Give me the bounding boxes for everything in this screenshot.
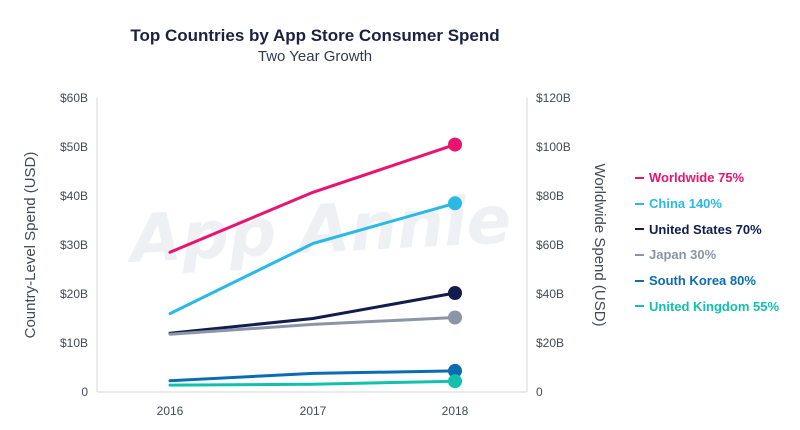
y-tick-label-left: $30B [60,238,88,252]
series-line [168,369,457,383]
y-tick-label-right: $80B [536,189,564,203]
legend-item: United States 70% [635,216,779,242]
legend-label: South Korea 80% [649,273,756,289]
legend-swatch [635,279,644,282]
y-tick-label-left: $60B [60,91,88,105]
left-axis-ticks: 0 $10B $20B $30B $40B $50B $60B [60,91,88,399]
left-axis-title: Country-Level Spend (USD) [22,152,39,339]
series-group [168,137,462,389]
y-tick-label-left: $40B [60,189,88,203]
right-axis-title: Worldwide Spend (USD) [591,163,608,326]
legend-label: China 140% [649,196,722,212]
legend-swatch [635,176,644,179]
y-tick-label-right: $20B [536,336,564,350]
legend-item: Worldwide 75% [635,165,779,191]
series-end-marker [448,310,462,325]
legend-label: United Kingdom 55% [649,298,780,314]
legend-item: China 140% [635,191,779,217]
series-end-marker [448,286,462,300]
legend-item: United Kingdom 55% [635,293,779,319]
y-tick-label-left: $10B [60,336,88,350]
series-line [168,143,457,254]
legend-swatch [635,253,644,256]
y-tick-label-right: $40B [536,287,564,301]
x-tick-label: 2018 [442,404,469,418]
legend-swatch [635,202,644,205]
y-tick-label-left: 0 [81,385,88,399]
y-tick-label-right: $100B [536,140,571,154]
legend-swatch [635,305,644,308]
legend-label: United States 70% [649,221,762,237]
series-line [168,201,457,316]
y-tick-label-right: $60B [536,238,564,252]
series-line [168,316,457,336]
legend-item: Japan 30% [635,242,779,268]
x-tick-label: 2017 [300,404,327,418]
legend-label: Japan 30% [649,247,717,263]
series-line [168,379,457,387]
series-end-marker [448,196,462,211]
y-tick-label-right: 0 [536,385,543,399]
chart-title: Top Countries by App Store Consumer Spen… [130,26,500,45]
chart-subtitle: Two Year Growth [257,48,373,65]
series-end-marker [448,137,462,152]
legend-item: South Korea 80% [635,268,779,294]
x-tick-label: 2016 [157,404,184,418]
watermark-text: App Annie [124,181,513,278]
series-end-marker [448,374,462,389]
y-tick-label-left: $50B [60,140,88,154]
right-axis-ticks: 0 $20B $40B $60B $80B $100B $120B [536,91,571,399]
x-axis-ticks: 2016 2017 2018 [157,404,469,418]
legend: Worldwide 75% China 140% United States 70%… [635,165,779,319]
series-line [168,291,457,335]
legend-label: Worldwide 75% [649,170,745,186]
y-tick-label-right: $120B [536,91,571,105]
legend-swatch [635,228,644,231]
y-tick-label-left: $20B [60,287,88,301]
series-end-marker [448,363,462,378]
